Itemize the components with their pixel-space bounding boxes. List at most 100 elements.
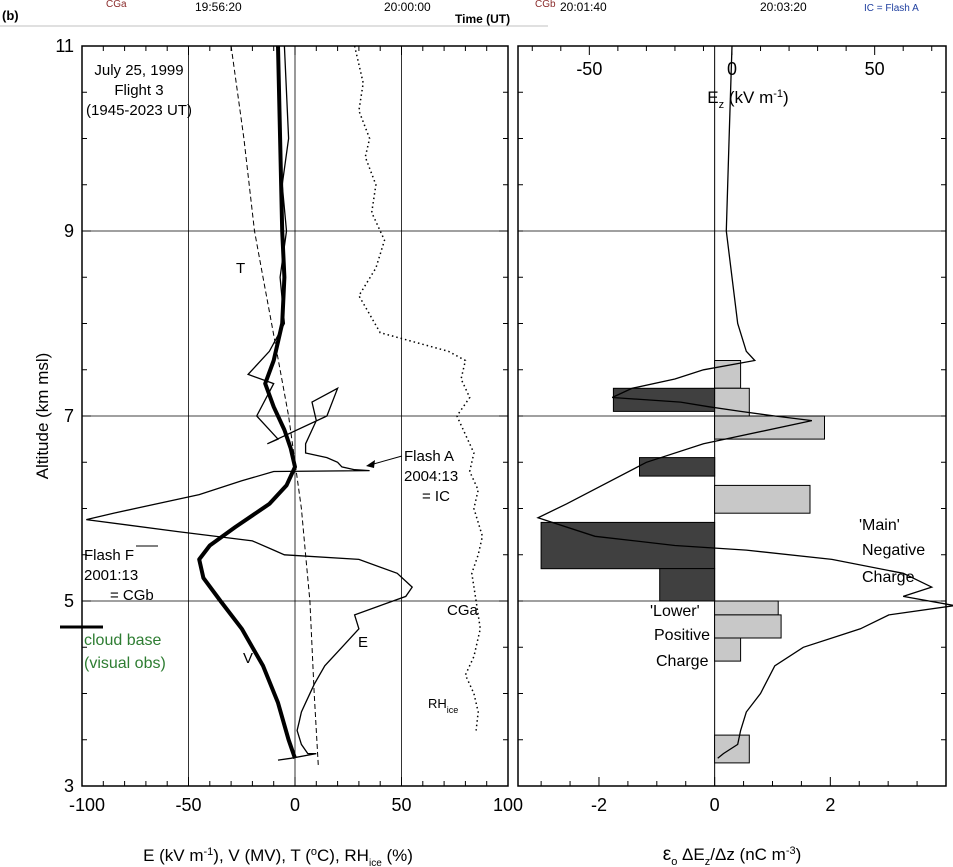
right-ticks <box>518 45 946 787</box>
y-axis-label: Altitude (km msl) <box>33 353 52 480</box>
right-series <box>536 45 953 759</box>
right-top-tick-label: -50 <box>576 59 602 79</box>
label-main-3: Charge <box>862 569 915 586</box>
flash-a-arrow-line <box>369 455 403 466</box>
positive-charge-bar <box>714 614 782 639</box>
left-x-axis-label: E (kV m-1), V (MV), T (oC), RHice (%) <box>143 846 413 867</box>
left-ytick-label: 5 <box>64 591 74 611</box>
positive-charge-bar <box>714 734 750 764</box>
left-xtick-label: -100 <box>69 795 105 815</box>
header-marker-cgb: CGb <box>535 0 556 10</box>
annotation-flash-f-2: 2001:13 <box>84 567 138 584</box>
negative-charge-bar <box>639 457 716 477</box>
label-main-2: Negative <box>862 542 925 559</box>
series-label-e: E <box>358 634 368 651</box>
title-line-date: July 25, 1999 <box>94 62 183 79</box>
flash-a-arrow-head <box>366 460 375 468</box>
left-x-axis-label-t-exp: o <box>311 846 317 858</box>
top-axis-label-close: ) <box>783 88 789 107</box>
left-ytick-label: 3 <box>64 776 74 796</box>
right-panel: -2 0 2 -50 0 50 Ez (kV m-1) 'Main' Negative C… <box>517 45 953 867</box>
annotation-flash-a-1: Flash A <box>404 448 454 465</box>
positive-charge-bar <box>714 360 742 389</box>
left-ytick-label: 7 <box>64 406 74 426</box>
left-ytick-label: 9 <box>64 221 74 241</box>
left-grid <box>82 46 508 786</box>
negative-charge-bar <box>612 387 716 412</box>
right-bars <box>540 360 825 764</box>
header-marker-ic: IC = Flash A <box>864 3 919 14</box>
right-x-axis-label-rest: /Δz (nC m <box>710 845 786 864</box>
left-xtick-label: 100 <box>493 795 523 815</box>
title-line-period: (1945-2023 UT) <box>86 102 192 119</box>
header-time-axis-label: Time (UT) <box>455 12 510 26</box>
left-x-axis-label-t: C), RH <box>317 846 369 865</box>
top-axis-label: Ez (kV m-1) <box>707 88 788 111</box>
left-x-axis-label-e-exp: -1 <box>204 846 214 858</box>
label-main-1: 'Main' <box>859 517 900 534</box>
right-x-axis-label-exp: -3 <box>786 845 796 857</box>
cloud-base-label-1: cloud base <box>84 632 161 649</box>
right-x-axis-label-mid: ΔE <box>677 845 704 864</box>
right-x-axis-label: εo ΔEz/Δz (nC m-3) <box>663 844 802 867</box>
header-time-3: 20:01:40 <box>560 0 607 14</box>
header-time-4: 20:03:20 <box>760 0 807 14</box>
right-x-axis-label-eps: ε <box>663 844 672 865</box>
left-x-axis-label-v: ), V (MV), T ( <box>213 846 311 865</box>
top-axis-label-main: E <box>707 88 718 107</box>
header-marker-cga: CGa <box>106 0 127 10</box>
right-x-axis-label-close: ) <box>796 845 802 864</box>
right-x-axis-label-eps-sub: o <box>671 856 677 867</box>
left-tick-labels: -100 -50 0 50 100 3 5 7 9 11 <box>55 36 523 815</box>
right-x-axis-label-z-sub: z <box>705 856 711 867</box>
label-lower-1: 'Lower' <box>650 603 700 620</box>
header-time-2: 20:00:00 <box>384 0 431 14</box>
series-label-v: V <box>243 650 253 667</box>
left-series <box>86 45 484 768</box>
left-xtick-label: 50 <box>391 795 411 815</box>
series-v-line <box>197 45 297 759</box>
positive-charge-bar <box>714 415 825 440</box>
right-xtick-label: 0 <box>710 795 720 815</box>
left-ytick-label: 11 <box>55 36 74 56</box>
annotation-flash-f-1: Flash F <box>84 547 134 564</box>
cloud-base-label-2: (visual obs) <box>84 655 166 672</box>
header-strip: (b) CGa 19:56:20 20:00:00 Time (UT) CGb … <box>0 0 919 27</box>
left-x-axis-label-rh: (%) <box>382 846 413 865</box>
header-time-1: 19:56:20 <box>195 0 242 14</box>
series-label-rh-sub: ice <box>447 705 459 715</box>
ez-profile-line <box>536 45 953 759</box>
left-xtick-label: -50 <box>175 795 201 815</box>
annotation-flash-a-2: 2004:13 <box>404 468 458 485</box>
series-label-t: T <box>236 260 245 277</box>
annotation-flash-f-3: = CGb <box>110 587 154 604</box>
right-tick-labels: -2 0 2 -50 0 50 <box>576 59 884 815</box>
series-t-line <box>230 45 319 768</box>
series-label-rh: RHice <box>428 696 458 715</box>
left-plot-frame <box>81 45 509 787</box>
top-axis-label-rest: (kV m <box>724 88 773 107</box>
positive-charge-bar <box>714 484 811 514</box>
positive-charge-bar <box>714 600 779 616</box>
negative-charge-bar <box>659 568 716 602</box>
positive-charge-bar <box>714 637 742 662</box>
left-x-axis-label-rh-sub: ice <box>369 858 382 867</box>
label-lower-3: Charge <box>656 653 709 670</box>
title-line-flight: Flight 3 <box>114 82 163 99</box>
right-plot-frame <box>517 45 947 787</box>
left-x-axis-label-e: E (kV m <box>143 846 203 865</box>
left-xtick-label: 0 <box>290 795 300 815</box>
series-label-rh-main: RH <box>428 696 447 711</box>
left-panel: -100 -50 0 50 100 3 5 7 9 11 July 25, 1999 Flight… <box>33 36 523 867</box>
right-xtick-label: -2 <box>591 795 607 815</box>
right-xtick-label: 2 <box>825 795 835 815</box>
panel-letter: (b) <box>2 8 19 23</box>
annotation-flash-a-3: = IC <box>422 488 450 505</box>
top-axis-label-sub: z <box>719 99 725 111</box>
right-top-tick-label: 0 <box>727 59 737 79</box>
annotation-cga: CGa <box>447 602 479 619</box>
right-top-tick-label: 50 <box>865 59 885 79</box>
label-lower-2: Positive <box>654 627 710 644</box>
negative-charge-bar <box>540 521 716 570</box>
